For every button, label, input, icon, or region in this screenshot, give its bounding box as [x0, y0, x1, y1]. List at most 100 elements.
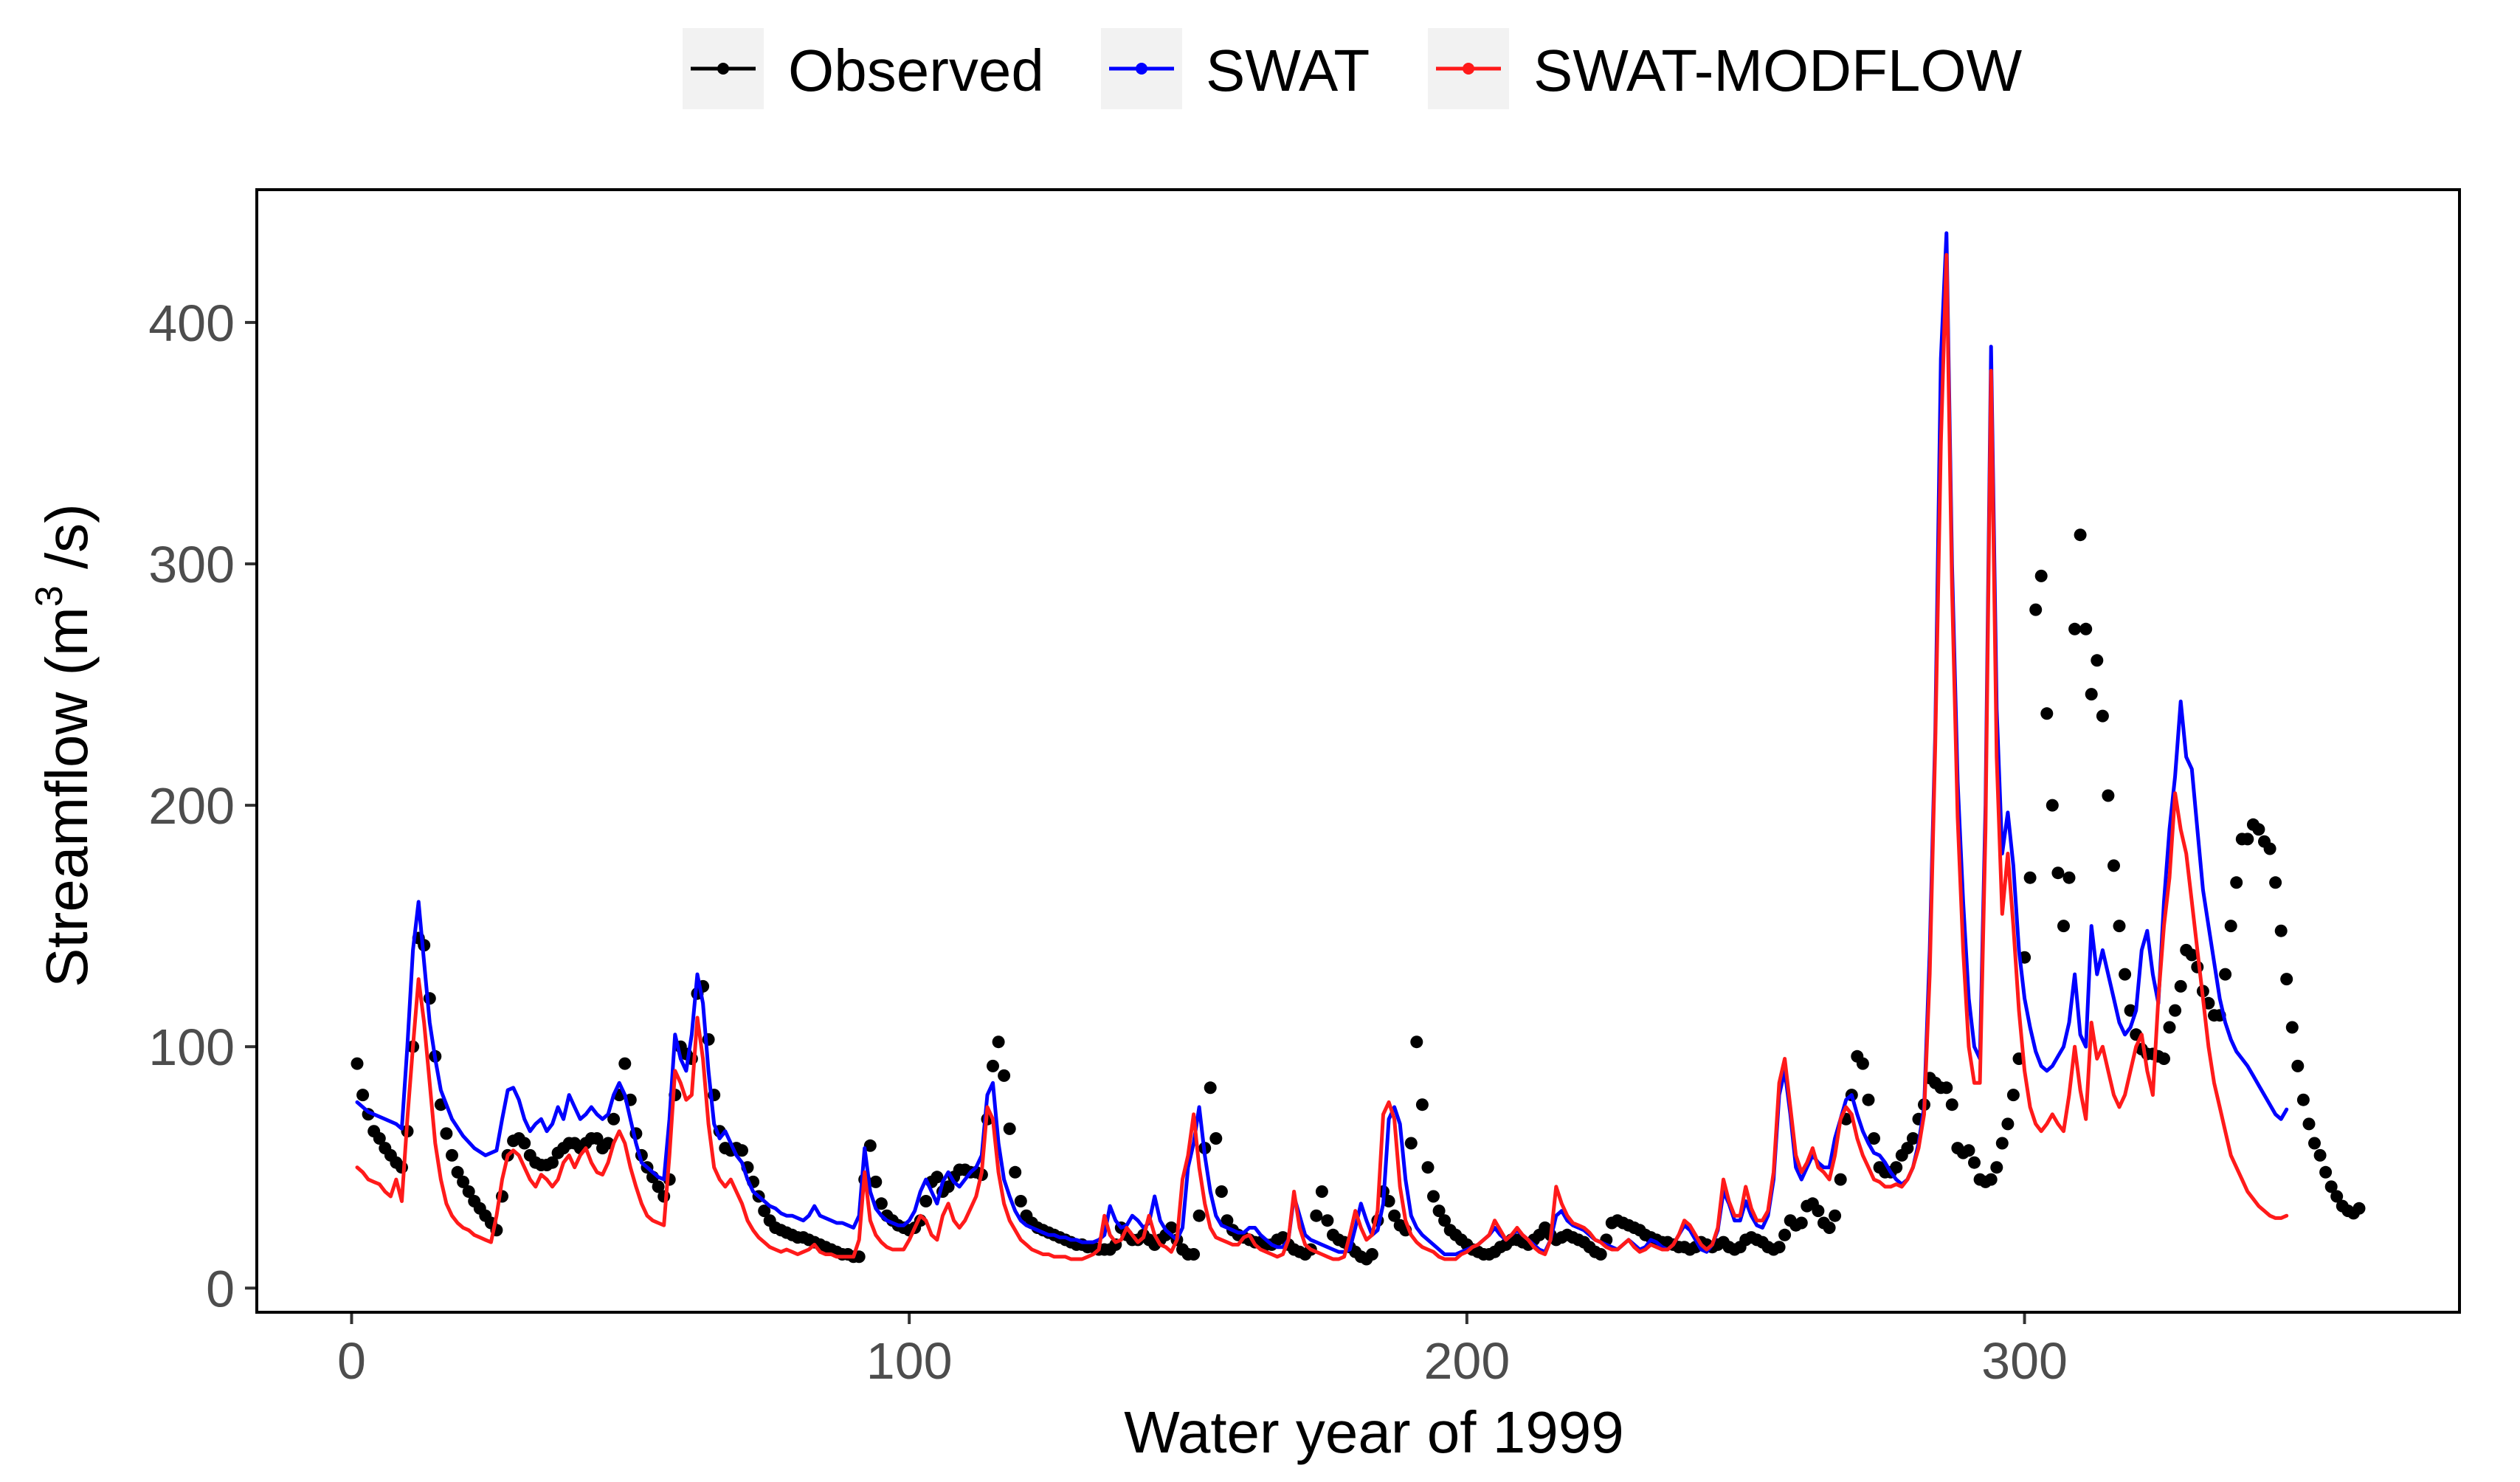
observed-point — [1990, 1161, 2003, 1174]
observed-point — [1310, 1209, 1323, 1222]
observed-point — [2023, 871, 2037, 884]
observed-point — [1187, 1248, 1201, 1261]
observed-point — [1890, 1161, 1903, 1174]
x-tick-label: 200 — [1423, 1332, 1510, 1390]
observed-point — [2096, 709, 2109, 723]
observed-point — [1940, 1081, 1953, 1095]
observed-point — [1204, 1081, 1217, 1095]
observed-point — [2006, 1089, 2020, 1102]
observed-point — [987, 1059, 999, 1072]
observed-point — [2219, 968, 2232, 981]
observed-point — [1321, 1214, 1334, 1227]
observed-point — [373, 1132, 386, 1145]
y-tick-label: 0 — [206, 1260, 235, 1317]
observed-point — [1862, 1093, 1875, 1106]
legend-key-observed-point — [717, 63, 729, 75]
observed-point — [446, 1148, 458, 1162]
observed-point — [2169, 1004, 2182, 1017]
legend-item-observed[interactable]: Observed — [683, 28, 1044, 109]
observed-point — [1432, 1204, 1446, 1218]
observed-point — [1221, 1214, 1234, 1227]
y-axis-title-superscript: 3 — [28, 585, 71, 607]
legend-label-swat: SWAT — [1206, 38, 1370, 103]
observed-point — [942, 1180, 955, 1193]
observed-point — [462, 1185, 475, 1198]
observed-point — [2057, 920, 2070, 933]
observed-point — [1834, 1173, 1847, 1186]
observed-point — [2068, 622, 2082, 635]
legend-item-swat[interactable]: SWAT — [1101, 28, 1370, 109]
observed-point — [1427, 1190, 1440, 1203]
observed-point — [1829, 1209, 1842, 1222]
observed-point — [1415, 1098, 1429, 1112]
observed-point — [2174, 979, 2187, 993]
observed-point — [351, 1057, 364, 1070]
observed-point — [1868, 1132, 1880, 1145]
observed-point — [2029, 603, 2043, 616]
observed-point — [590, 1132, 604, 1145]
observed-point — [2163, 1021, 2176, 1034]
observed-point — [863, 1139, 877, 1152]
x-axis: 0 100 200 300 — [337, 1312, 2068, 1390]
observed-point — [2085, 688, 2098, 701]
observed-point — [874, 1197, 888, 1210]
observed-point — [919, 1195, 933, 1207]
observed-point — [2079, 622, 2093, 635]
observed-point — [2263, 842, 2276, 855]
x-axis-title: Water year of 1999 — [1124, 1399, 1623, 1465]
observed-point — [451, 1165, 464, 1179]
series-observed — [351, 528, 2366, 1266]
observed-point — [2324, 1180, 2338, 1193]
observed-point — [1795, 1216, 1808, 1230]
observed-point — [1772, 1241, 1786, 1254]
observed-point — [2224, 920, 2237, 933]
observed-point — [1315, 1185, 1328, 1198]
observed-point — [1410, 1035, 1423, 1049]
observed-point — [1962, 1144, 1975, 1157]
observed-point — [2001, 1117, 2015, 1131]
observed-point — [2291, 1059, 2305, 1072]
x-tick-label: 300 — [1981, 1332, 2068, 1390]
observed-point — [1901, 1142, 1914, 1155]
observed-point — [869, 1175, 883, 1188]
observed-point — [736, 1144, 748, 1157]
observed-point — [2158, 1052, 2170, 1065]
observed-point — [440, 1127, 453, 1140]
observed-point — [1421, 1161, 1435, 1174]
observed-point — [1192, 1209, 1206, 1222]
observed-point — [1382, 1195, 1395, 1207]
legend-label-observed: Observed — [788, 38, 1044, 103]
observed-point — [546, 1156, 559, 1169]
y-axis: 0 100 200 300 400 — [148, 294, 257, 1317]
y-tick-label: 200 — [148, 777, 235, 835]
observed-point — [2185, 948, 2198, 962]
observed-point — [618, 1057, 632, 1070]
observed-point — [2330, 1190, 2344, 1203]
legend-key-swat-modflow-point — [1463, 63, 1474, 75]
observed-point — [1812, 1204, 1825, 1218]
observed-point — [607, 1112, 621, 1126]
observed-point — [356, 1089, 370, 1102]
observed-point — [2034, 569, 2048, 582]
x-tick-label: 100 — [866, 1332, 953, 1390]
legend-item-swat-modflow[interactable]: SWAT-MODFLOW — [1428, 28, 2023, 109]
observed-point — [1856, 1057, 1869, 1070]
observed-point — [2091, 654, 2104, 667]
observed-point — [1823, 1221, 1836, 1234]
observed-point — [1388, 1209, 1401, 1222]
observed-point — [758, 1204, 771, 1218]
observed-point — [2252, 823, 2265, 836]
observed-point — [1778, 1228, 1792, 1241]
y-axis-title-main: Streamflow (m — [34, 607, 100, 988]
observed-point — [1404, 1137, 1418, 1150]
y-tick-label: 400 — [148, 294, 235, 352]
observed-point — [2230, 876, 2243, 889]
observed-point — [2074, 528, 2087, 542]
plot-area: 0 100 200 300 0 100 200 300 400 — [148, 188, 2461, 1390]
observed-point — [2062, 871, 2076, 884]
legend-label-swat-modflow: SWAT-MODFLOW — [1533, 38, 2023, 103]
y-tick-label: 100 — [148, 1019, 235, 1076]
observed-point — [1209, 1132, 1223, 1145]
observed-point — [2113, 920, 2126, 933]
